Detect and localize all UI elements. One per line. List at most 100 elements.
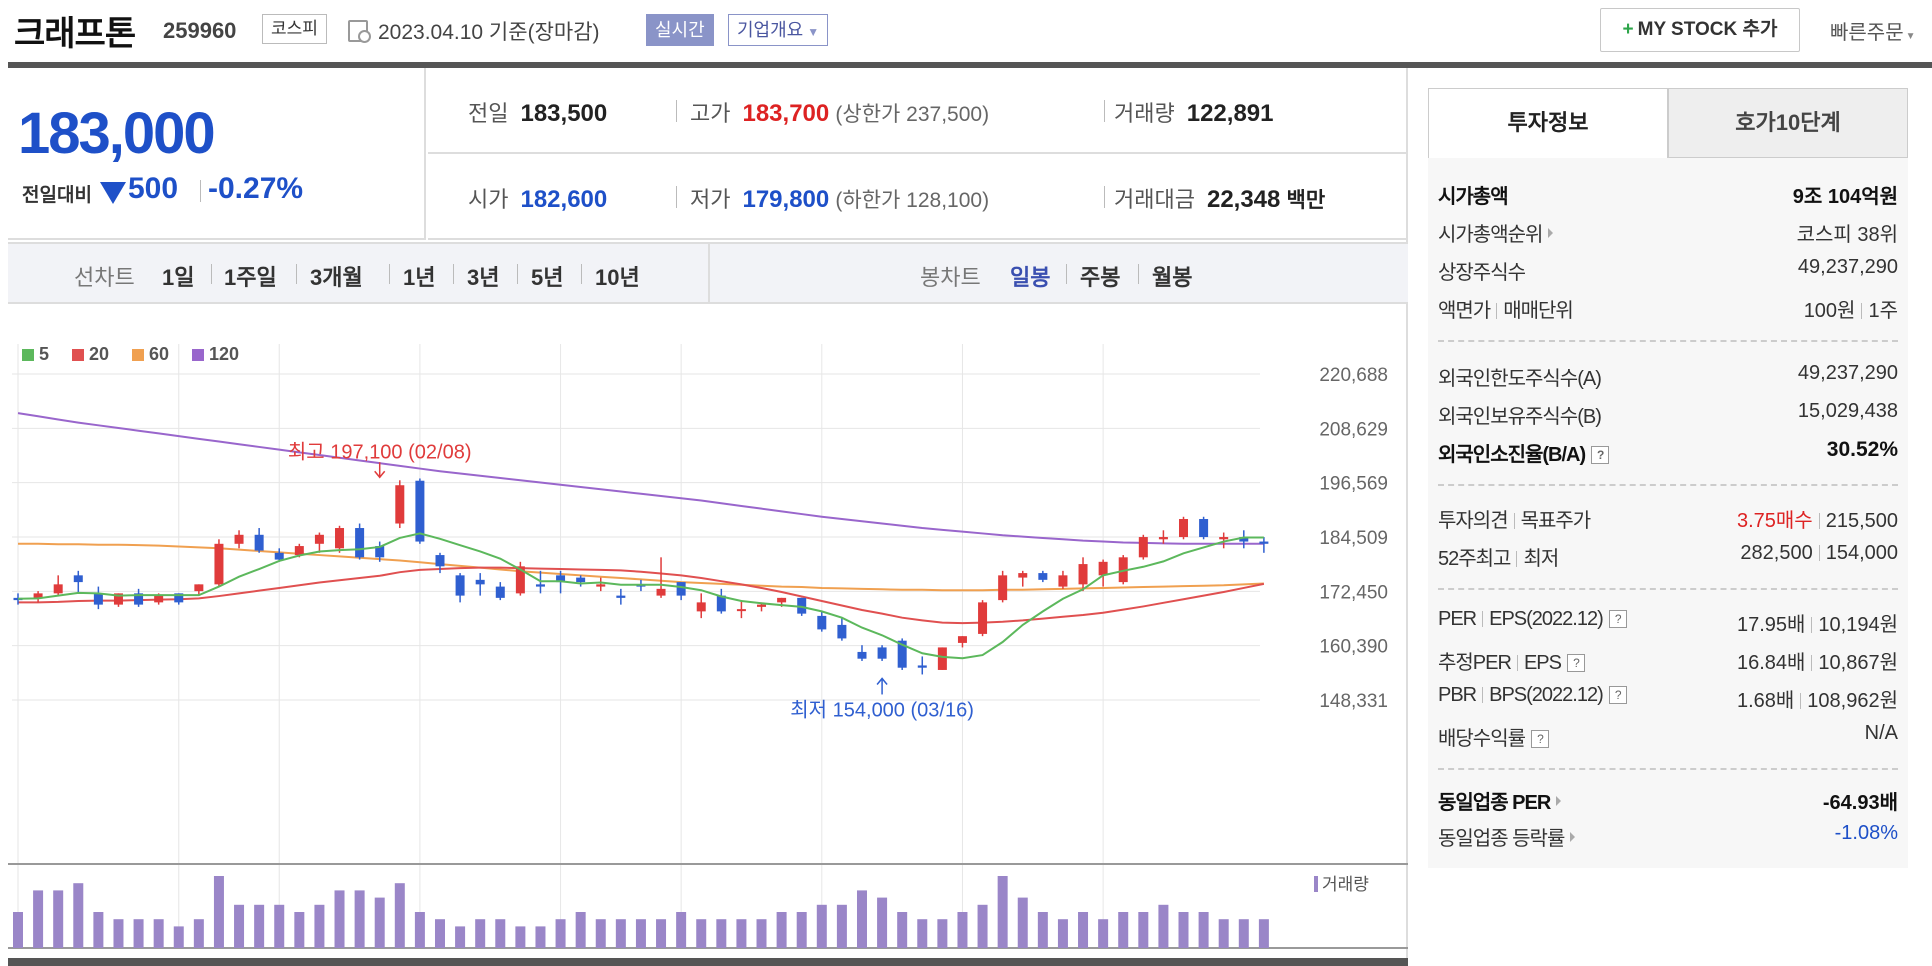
volume-bar: [33, 890, 44, 948]
row-foreign-limit: 외국인한도주식수(A) 49,237,290: [1438, 362, 1898, 394]
market-cap-rank-link[interactable]: 시가총액순위: [1438, 218, 1554, 247]
volume-bar: [1118, 912, 1129, 948]
volume-bar: [1078, 912, 1089, 948]
chevron-right-icon: [1556, 796, 1562, 806]
candle-body: [897, 640, 907, 668]
divider: [1496, 303, 1498, 319]
eps-label: EPS(2022.12): [1489, 608, 1604, 630]
volume-bar: [977, 904, 988, 948]
market-cap-rank-label: 시가총액순위: [1438, 224, 1543, 246]
info-tabs: 투자정보 호가10단계: [1428, 88, 1908, 158]
price-chart-panel: 183,000 전일대비 500 -0.27% 전일 183,500 고가 183,…: [8, 68, 1408, 966]
candle-body: [73, 575, 83, 583]
period-10y[interactable]: 10년: [595, 265, 640, 290]
period-1y[interactable]: 1년: [403, 265, 436, 290]
sector-per-value: -64.93배: [1822, 792, 1898, 814]
legend-swatch: [72, 349, 84, 361]
foreign-ratio-label: 외국인소진율(B/A): [1438, 444, 1586, 466]
candlestick-chart: 5 20 60 120 220,688 208,629 196,569 184,509…: [8, 304, 1408, 966]
volume-bar: [274, 904, 285, 948]
candle-body: [576, 577, 586, 583]
period-5y[interactable]: 5년: [531, 265, 564, 290]
candle-body: [134, 593, 144, 605]
quick-order-dropdown[interactable]: 빠른주문 ▼: [1830, 16, 1916, 45]
help-icon[interactable]: ?: [1566, 654, 1585, 672]
candle-body: [415, 480, 425, 542]
trade-value-unit: 백만: [1286, 189, 1326, 212]
foreign-hold-value: 15,029,438: [1797, 400, 1898, 422]
sector-per-link[interactable]: 동일업종 PER: [1438, 786, 1562, 815]
eps-value: 10,194원: [1818, 614, 1898, 636]
row-par-value: 액면가 매매단위 100원 1주: [1438, 294, 1898, 326]
help-icon[interactable]: ?: [1608, 686, 1627, 704]
period-3y[interactable]: 3년: [467, 265, 500, 290]
volume-bar: [1218, 919, 1229, 948]
low-annotation: 최저 154,000 (03/16): [790, 698, 974, 721]
divider: [581, 264, 582, 284]
realtime-button[interactable]: 실시간: [646, 14, 714, 46]
add-mystock-button[interactable]: + MY STOCK 추가: [1600, 8, 1800, 52]
candle-body: [596, 584, 606, 587]
company-name: 크래프톤: [14, 15, 136, 53]
divider: [1811, 617, 1813, 633]
period-1d[interactable]: 1일: [162, 265, 195, 290]
candle-body: [696, 602, 706, 612]
volume-bar: [1037, 912, 1048, 948]
chevron-down-icon: ▼: [1905, 31, 1916, 42]
candle-body: [214, 543, 224, 585]
plus-icon: +: [1622, 19, 1634, 40]
day-high: 고가 183,700 (상한가 237,500): [690, 96, 989, 128]
section-divider: [1438, 588, 1898, 590]
candle-body: [495, 586, 505, 598]
row-dividend: 배당수익률? N/A: [1438, 722, 1898, 754]
candle-body: [616, 595, 626, 598]
candle-body: [656, 588, 666, 596]
prev-close-value: 183,500: [520, 100, 608, 127]
volume-bar: [1158, 904, 1169, 948]
corp-info-dropdown[interactable]: 기업개요 ▼: [728, 14, 829, 46]
candle-body: [1199, 519, 1209, 538]
row-pbr-bps: PBR BPS(2022.12)? 1.68배 108,962원: [1438, 684, 1898, 716]
candle-daily[interactable]: 일봉: [1010, 265, 1051, 290]
w52-high-label: 52주최고: [1438, 548, 1511, 570]
candle-body: [716, 595, 726, 612]
candle-body: [274, 552, 284, 560]
volume-bar: [1198, 912, 1209, 948]
divider: [1066, 264, 1067, 284]
divider: [1138, 264, 1139, 284]
tab-invest-info[interactable]: 투자정보: [1428, 88, 1668, 158]
help-icon[interactable]: ?: [1608, 610, 1627, 628]
candle-body: [1239, 537, 1249, 542]
per-label: PER: [1438, 608, 1477, 630]
candle-monthly[interactable]: 월봉: [1152, 265, 1193, 290]
candle-weekly[interactable]: 주봉: [1080, 265, 1121, 290]
candle-body: [1038, 573, 1048, 580]
volume-bar: [374, 897, 385, 948]
change-percent: -0.27%: [208, 172, 304, 205]
volume-bar: [153, 919, 164, 948]
upper-limit: (상한가 237,500): [835, 103, 990, 126]
candle-body: [937, 647, 947, 670]
period-1w[interactable]: 1주일: [224, 265, 277, 290]
divider: [1516, 551, 1518, 567]
quick-order-label: 빠른주문: [1830, 22, 1904, 44]
sector-change-link[interactable]: 동일업종 등락률: [1438, 822, 1576, 851]
candle-body: [113, 593, 123, 605]
stock-code: 259960: [163, 18, 237, 43]
divider: [200, 180, 201, 202]
help-icon[interactable]: ?: [1591, 446, 1610, 464]
y-tick-label: 148,331: [1319, 691, 1388, 712]
volume-bar: [234, 904, 245, 948]
volume-bar: [595, 919, 606, 948]
divider: [1482, 611, 1484, 627]
volume-bar: [937, 919, 948, 948]
period-3m[interactable]: 3개월: [310, 265, 363, 290]
chevron-down-icon: ▼: [807, 25, 820, 39]
tab-orderbook[interactable]: 호가10단계: [1668, 88, 1908, 158]
high-label: 고가: [690, 101, 731, 126]
y-tick-label: 220,688: [1319, 365, 1388, 386]
help-icon[interactable]: ?: [1531, 730, 1549, 748]
chart-canvas[interactable]: 220,688 208,629 196,569 184,509 172,450 160,3…: [8, 304, 1408, 966]
candle-body: [375, 546, 385, 558]
volume-bar: [997, 876, 1008, 948]
